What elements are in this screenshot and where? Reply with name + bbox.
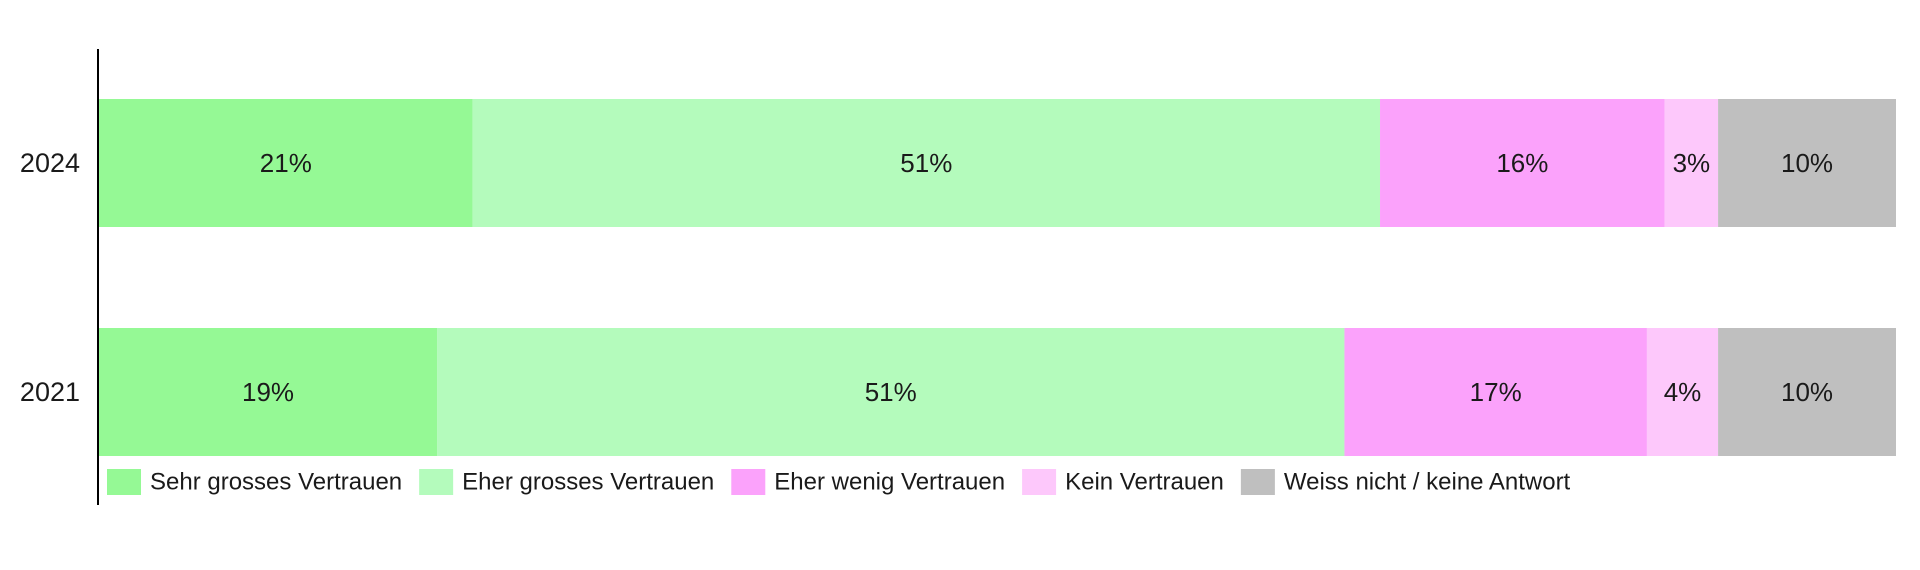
bar-segment	[1380, 99, 1665, 227]
data-label: 21%	[260, 148, 312, 178]
bar-segment	[437, 328, 1345, 456]
legend-item: Sehr grosses Vertrauen	[107, 469, 402, 496]
category-labels: 2024 2021	[20, 148, 80, 407]
legend-swatch	[1240, 469, 1275, 495]
bars-layer: 21% 51% 16% 3% 10% 19% 51% 17% 4% 10%	[99, 99, 1896, 456]
data-label: 51%	[865, 377, 917, 407]
data-label: 3%	[1673, 148, 1711, 178]
legend-item: Eher wenig Vertrauen	[731, 469, 1005, 496]
bar-segment	[99, 99, 473, 227]
legend-label: Sehr grosses Vertrauen	[150, 469, 402, 496]
legend-swatch	[1022, 469, 1057, 495]
bar-segment	[472, 99, 1381, 227]
legend-label: Eher wenig Vertrauen	[774, 469, 1005, 496]
data-label: 4%	[1664, 377, 1702, 407]
data-label: 19%	[242, 377, 294, 407]
legend-swatch	[731, 469, 766, 495]
bar-segment	[1344, 328, 1647, 456]
legend-item: Kein Vertrauen	[1022, 469, 1224, 496]
bar-segment	[1718, 99, 1896, 227]
bar-segment	[1718, 328, 1896, 456]
bar-segment	[1664, 99, 1719, 227]
legend-item: Eher grosses Vertrauen	[419, 469, 714, 496]
legend-label: Kein Vertrauen	[1065, 469, 1224, 496]
category-label: 2021	[20, 377, 80, 407]
data-label: 16%	[1496, 148, 1548, 178]
legend: Sehr grosses Vertrauen Eher grosses Vertr…	[107, 469, 1571, 496]
legend-label: Weiss nicht / keine Antwort	[1284, 469, 1571, 496]
data-label: 51%	[900, 148, 952, 178]
data-label: 17%	[1470, 377, 1522, 407]
bar-row-2021: 19% 51% 17% 4% 10%	[99, 328, 1896, 456]
legend-swatch	[419, 469, 454, 495]
category-label: 2024	[20, 148, 80, 178]
legend-label: Eher grosses Vertrauen	[462, 469, 714, 496]
data-label: 10%	[1781, 148, 1833, 178]
legend-swatch	[107, 469, 141, 495]
bar-row-2024: 21% 51% 16% 3% 10%	[99, 99, 1896, 227]
legend-item: Weiss nicht / keine Antwort	[1240, 469, 1571, 496]
bar-segment	[1646, 328, 1719, 456]
data-label: 10%	[1781, 377, 1833, 407]
bar-segment	[99, 328, 438, 456]
